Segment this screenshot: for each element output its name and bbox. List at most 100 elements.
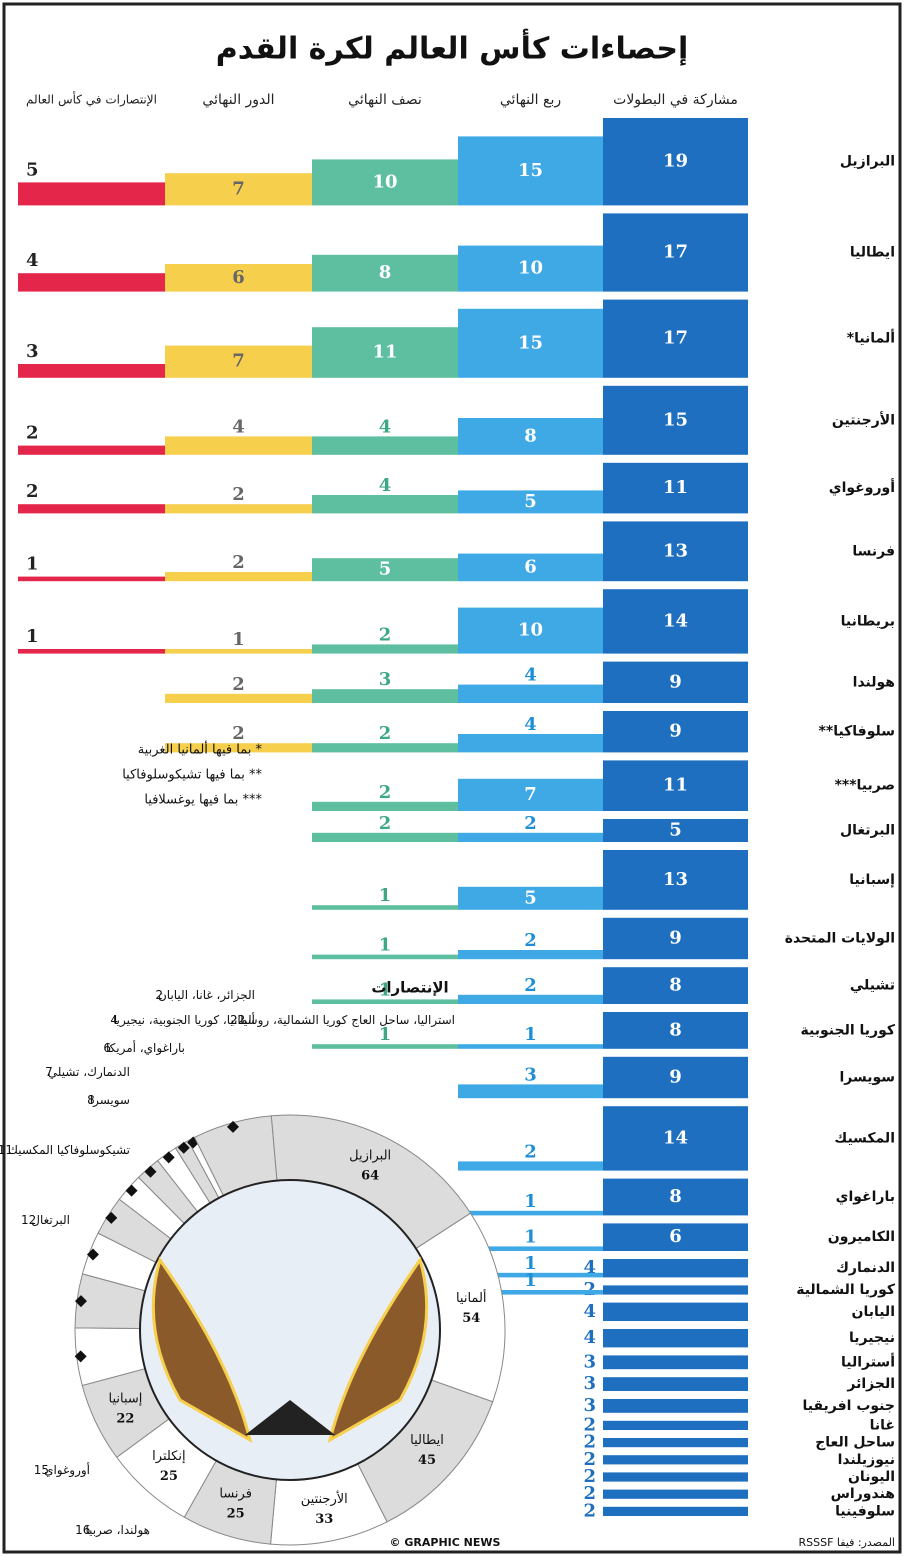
segment-value: 33 xyxy=(315,1512,333,1527)
country-label: أستراليا xyxy=(841,1352,895,1370)
footnote: *** بما فيها يوغسلافيا xyxy=(144,793,262,808)
country-label: الدنمارك xyxy=(836,1260,895,1276)
country-label: ساحل العاج xyxy=(815,1435,895,1451)
value-label: 19 xyxy=(663,151,688,172)
credit: © GRAPHIC NEWS xyxy=(390,1536,501,1549)
country-label: اليابان xyxy=(852,1304,896,1320)
segment-label: ألمانيا xyxy=(456,1289,487,1306)
value-label: 10 xyxy=(372,171,397,192)
country-label: كوريا الجنوبية xyxy=(801,1022,896,1038)
value-label: 3 xyxy=(26,341,39,362)
country-label: البرازيل xyxy=(840,154,895,170)
country-label: سلوفاكيا** xyxy=(819,724,895,740)
country-label: نيجيريا xyxy=(849,1330,895,1346)
value-label: 1 xyxy=(379,1024,392,1045)
bar xyxy=(603,1455,748,1464)
segment-label: تشيكوسلوفاكيا المكسيك xyxy=(8,1143,130,1158)
value-label: 5 xyxy=(524,887,537,908)
country-label: البرتغال xyxy=(840,823,895,839)
value-label: 6 xyxy=(669,1226,682,1247)
segment-label: سويسرا xyxy=(90,1093,130,1108)
value-label: 8 xyxy=(669,1019,682,1040)
source: المصدر: فيفا RSSSF xyxy=(798,1536,895,1549)
country-label: سويسرا xyxy=(839,1070,895,1086)
country-label: اليونان xyxy=(848,1469,895,1485)
value-label: 9 xyxy=(669,928,682,949)
bar xyxy=(312,495,458,513)
value-label: 15 xyxy=(663,409,688,430)
bar xyxy=(312,689,458,703)
value-label: 1 xyxy=(379,935,392,956)
country-label: تشيلي xyxy=(850,978,895,994)
segment-label: البرازيل xyxy=(349,1149,391,1164)
country-label: كوريا الشمالية xyxy=(796,1282,896,1298)
value-label: 10 xyxy=(518,258,543,279)
value-label: 10 xyxy=(518,620,543,641)
value-label: 4 xyxy=(232,416,245,437)
country-label: الجزائر xyxy=(846,1376,895,1392)
bar xyxy=(603,1329,748,1347)
segment-callout: سويسرا8 xyxy=(87,1093,130,1108)
segment-label: الأرجنتين xyxy=(301,1490,348,1507)
bar xyxy=(18,273,165,291)
value-label: 5 xyxy=(379,559,392,580)
bar xyxy=(312,802,458,811)
bar xyxy=(603,1507,748,1516)
bar xyxy=(165,694,312,703)
bar xyxy=(165,436,312,454)
country-label: بريطانيا xyxy=(841,613,895,629)
value-label: 15 xyxy=(518,332,543,353)
country-label: جنوب افريقيا xyxy=(802,1398,895,1414)
bar xyxy=(603,1259,748,1277)
bar xyxy=(312,833,458,842)
country-label: سلوفينيا xyxy=(835,1503,895,1519)
value-label: 5 xyxy=(524,491,537,512)
value-label: 3 xyxy=(583,1351,596,1372)
country-label: المكسيك xyxy=(834,1130,895,1146)
value-label: 8 xyxy=(524,425,537,446)
value-label: 8 xyxy=(669,975,682,996)
country-label: الكاميرون xyxy=(828,1229,895,1245)
segment-value: 45 xyxy=(418,1453,436,1468)
country-label: فرنسا xyxy=(852,543,895,559)
value-label: 3 xyxy=(379,669,392,690)
bar xyxy=(18,364,165,378)
value-label: 14 xyxy=(663,610,688,631)
segment-value: 64 xyxy=(361,1169,379,1184)
column-header: مشاركة في البطولات xyxy=(613,92,738,108)
value-label: 7 xyxy=(232,178,245,199)
segment-label: هولندا، صربيا xyxy=(85,1523,150,1538)
country-label: هندوراس xyxy=(831,1486,895,1502)
value-label: 2 xyxy=(232,723,245,744)
bar xyxy=(18,504,165,513)
wins-title: الإنتصارات xyxy=(371,979,448,997)
country-label: هولندا xyxy=(853,674,895,690)
value-label: 2 xyxy=(583,1500,596,1521)
value-label: 7 xyxy=(524,784,537,805)
value-label: 2 xyxy=(379,813,392,834)
segment-label: إسبانيا xyxy=(108,1391,142,1406)
country-label: ألمانيا* xyxy=(847,329,895,347)
value-label: 1 xyxy=(26,554,39,575)
segment-label: ايطاليا xyxy=(410,1433,444,1448)
country-label: غانا xyxy=(870,1417,895,1433)
segment-callout: البرتغال12 xyxy=(21,1213,70,1228)
value-label: 1 xyxy=(524,1024,537,1045)
value-label: 4 xyxy=(524,665,537,686)
bar xyxy=(603,1303,748,1321)
value-label: 2 xyxy=(232,552,245,573)
bar xyxy=(458,734,603,752)
segment-label: فرنسا xyxy=(219,1487,252,1502)
infographic: إحصاءات كأس العالم لكرة القدم مشاركة في … xyxy=(0,0,904,1556)
value-label: 4 xyxy=(583,1301,596,1322)
value-label: 2 xyxy=(232,674,245,695)
bar xyxy=(312,743,458,752)
value-label: 2 xyxy=(524,975,537,996)
value-label: 2 xyxy=(524,813,537,834)
value-label: 2 xyxy=(26,423,39,444)
bar xyxy=(18,577,165,582)
value-label: 1 xyxy=(379,885,392,906)
title: إحصاءات كأس العالم لكرة القدم xyxy=(216,29,688,67)
segment-label: إنكلترا xyxy=(152,1449,185,1464)
country-label: أوروغواي xyxy=(829,478,895,497)
